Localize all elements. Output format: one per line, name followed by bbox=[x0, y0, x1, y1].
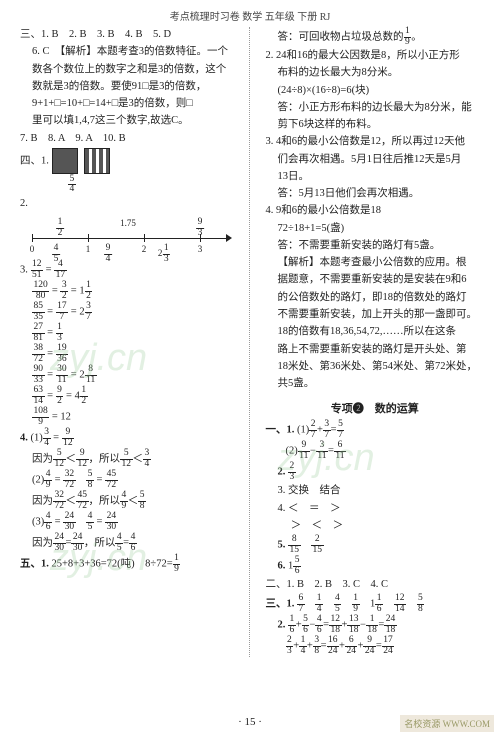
r-q4: 4. 9和6的最小公倍数是18 bbox=[266, 203, 485, 219]
frac-eq: 1089 = 12 bbox=[20, 407, 239, 427]
ans1: 答：可回收物占垃圾总数的19。 bbox=[266, 27, 485, 47]
y4b: ＞ ＜ ＞ bbox=[266, 518, 485, 534]
r-q4: 18米处、第36米处、第54米处、第72米处， bbox=[266, 359, 485, 375]
y4: 4. ＜ ＝ ＞ bbox=[266, 501, 485, 517]
y6: 6. 156 bbox=[266, 556, 485, 576]
r-q4: 的公倍数处的路灯，即18的倍数处的路灯 bbox=[266, 290, 485, 306]
left-column: 三、1. B 2. B 3. B 4. B 5. D 6. C 【解析】本题考查… bbox=[20, 27, 250, 657]
q6-line: 6. C 【解析】本题考查3的倍数特征。一个 bbox=[20, 44, 239, 60]
r-q2: 剪下6块这样的布料。 bbox=[266, 117, 485, 133]
r-q3: 3. 4和6的最小公倍数是12，所以再过12天他 bbox=[266, 134, 485, 150]
q7-10: 7. B 8. A 9. A 10. B bbox=[20, 131, 239, 147]
r-q3: 答：5月13日他们会再次相遇。 bbox=[266, 186, 485, 202]
r-q4: 路上不需要重新安装的路灯是开头处、第 bbox=[266, 342, 485, 358]
sec5: 五、1. 25+8+3+36=72(吨) 8÷72=19 bbox=[20, 554, 239, 574]
frac-eq: 12080 = 32 = 112 bbox=[20, 281, 239, 301]
y1b: (2)911−311=611 bbox=[266, 441, 485, 461]
r-q4: 不需要重新安装，加上开头的那一盏即可。 bbox=[266, 307, 485, 323]
y5: 5. 815 215 bbox=[266, 535, 485, 555]
r-q4: 【解析】本题考查最小公倍数的应用。根 bbox=[266, 255, 485, 271]
r-q2: (24÷8)×(16÷8)=6(块) bbox=[266, 83, 485, 99]
r-q4: 共5盏。 bbox=[266, 376, 485, 392]
r-q4: 18的倍数有18,36,54,72,……所以在这条 bbox=[266, 324, 485, 340]
frac: 54 bbox=[68, 175, 76, 195]
r-q3: 们会再次相遇。5月1日往后推12天是5月 bbox=[266, 152, 485, 168]
e1: 二、1. B 2. B 3. C 4. C bbox=[266, 577, 485, 593]
p4-1b: 因为512＜912，所以512＜34 bbox=[20, 449, 239, 469]
square-filled bbox=[52, 148, 78, 174]
right-column: 答：可回收物占垃圾总数的19。 2. 24和16的最大公因数是8，所以小正方形 … bbox=[258, 27, 485, 657]
frac-eq: 9033 = 3011 = 2811 bbox=[20, 365, 239, 385]
p4-2: (2)49 = 3272 58 = 4572 bbox=[20, 470, 239, 490]
frac-eq: 8535 = 177 = 237 bbox=[20, 302, 239, 322]
p4-3b: 因为2430=2430，所以45=46 bbox=[20, 533, 239, 553]
q6-line: 里可以填1,4,7这三个数字,故选C。 bbox=[20, 113, 239, 129]
r-q2: 2. 24和16的最大公因数是8，所以小正方形 bbox=[266, 48, 485, 64]
p4-1: 4. (1)34 = 912 bbox=[20, 428, 239, 448]
frac-eq: 3872 = 1936 bbox=[20, 344, 239, 364]
r-q3: 13日。 bbox=[266, 169, 485, 185]
r-q2: 布料的边长最大为8分米。 bbox=[266, 65, 485, 81]
p2: 2. bbox=[20, 196, 239, 212]
r-q4: 答：不需要重新安装的路灯有5盏。 bbox=[266, 238, 485, 254]
r-q4: 据题意，不需要重新安装的是安装在9和6 bbox=[266, 272, 485, 288]
sec3-answers: 三、1. B 2. B 3. B 4. B 5. D bbox=[20, 27, 239, 43]
section-title: 专项❷ 数的运算 bbox=[266, 400, 485, 416]
p4-3: (3)46 = 2430 45 = 2430 bbox=[20, 512, 239, 532]
content-columns: 三、1. B 2. B 3. B 4. B 5. D 6. C 【解析】本题考查… bbox=[0, 27, 500, 657]
r-q4: 72÷18+1=5(盏) bbox=[266, 221, 485, 237]
e3a: 三、1. 67 14 45 19 116 1214 58 bbox=[266, 594, 485, 614]
y3: 3. 交换 结合 bbox=[266, 483, 485, 499]
q6-line: 数就是3的倍数。要使91□是3的倍数， bbox=[20, 79, 239, 95]
square-caption: 54 bbox=[20, 175, 239, 195]
corner-stamp: 名校资源 WWW.COM bbox=[400, 715, 494, 732]
q6-line: 数各个数位上的数字之和是3的倍数，这个 bbox=[20, 62, 239, 78]
square-striped bbox=[84, 148, 110, 174]
frac-eq: 2781 = 13 bbox=[20, 323, 239, 343]
page-header: 考点梳理时习卷 数学 五年级 下册 RJ bbox=[0, 0, 500, 27]
e3b: 2. 16+56−46=1218+1318−118=2418 bbox=[266, 615, 485, 635]
sec4: 四、1. bbox=[20, 148, 239, 174]
e3c: 23+14+38=1624+624+924=1724 bbox=[266, 636, 485, 656]
r-q2: 答：小正方形布料的边长最大为8分米，能 bbox=[266, 100, 485, 116]
y2: 2. 23 bbox=[266, 462, 485, 482]
q6-line: 9+1+□=10+□=14+□是3的倍数，则□ bbox=[20, 96, 239, 112]
y1a: 一、1. (1)27+37=57 bbox=[266, 420, 485, 440]
p4-2b: 因为3272＜4572，所以49＜58 bbox=[20, 491, 239, 511]
sec4-label: 四、1. bbox=[20, 155, 49, 166]
number-line: 12 1.75 93 0 45 1 94 2 213 3 bbox=[32, 216, 232, 256]
frac-eq: 6314 = 92 = 412 bbox=[20, 386, 239, 406]
